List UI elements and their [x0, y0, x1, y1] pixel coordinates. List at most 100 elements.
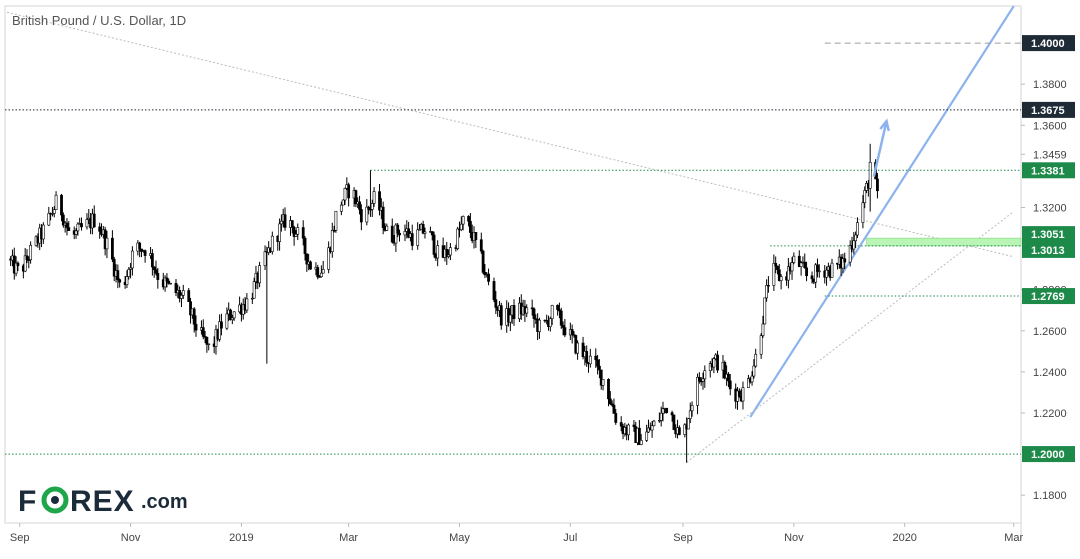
candle-body [174, 282, 178, 294]
projection-arrow-head-icon [879, 118, 890, 132]
candle [786, 258, 790, 289]
candle [394, 223, 398, 252]
x-tick-label: Nov [121, 532, 141, 544]
price-label-1.3013: 1.3013 [1022, 241, 1075, 258]
candle-body [250, 297, 254, 300]
candle [230, 314, 234, 325]
candle [105, 230, 109, 259]
candle [423, 227, 427, 239]
candle [189, 297, 192, 324]
candle-body [558, 309, 561, 312]
candle [436, 240, 440, 267]
candle-body [612, 404, 616, 414]
price-label-text: 1.3051 [1031, 229, 1065, 241]
candle [61, 212, 65, 228]
candle [601, 378, 605, 391]
candle [598, 359, 601, 379]
candle [538, 317, 541, 339]
candle [456, 226, 460, 251]
y-tick-label: 1.3459 [1033, 149, 1067, 161]
candle [334, 210, 338, 233]
candle-body [445, 248, 449, 257]
candle-body [797, 255, 801, 267]
candle [723, 360, 727, 380]
candle-body [205, 336, 209, 345]
candle [659, 406, 663, 427]
candle [381, 201, 385, 235]
candle-body [868, 161, 872, 189]
candle-body [41, 224, 45, 240]
candle-body [125, 276, 129, 286]
candle-body [230, 317, 234, 321]
candle [856, 217, 859, 239]
candle [561, 321, 565, 336]
candle [385, 223, 389, 232]
candle-body [614, 413, 618, 423]
plot-frame [4, 5, 1022, 524]
arrow-layer [872, 118, 890, 177]
candle-body [305, 253, 309, 265]
candle-body [659, 412, 663, 421]
candle-body [777, 269, 781, 281]
candle-body [572, 334, 576, 336]
candle [727, 372, 730, 388]
candle-body [672, 414, 676, 430]
candle [14, 256, 18, 277]
candle-body [194, 323, 198, 331]
candle [468, 212, 472, 239]
candle [799, 260, 803, 276]
candle-body [140, 248, 143, 252]
candle-body [358, 201, 361, 210]
zone-layer [866, 237, 1022, 247]
candle-body [690, 405, 694, 412]
candle [365, 199, 369, 226]
candle-body [481, 250, 485, 273]
candle-body [394, 224, 398, 244]
candle [868, 143, 872, 212]
levels-layer [5, 42, 1021, 455]
candle [29, 241, 33, 264]
candle-body [701, 378, 705, 382]
candle [152, 266, 156, 278]
candle-body [52, 209, 56, 214]
candle-body [390, 225, 394, 243]
candle-body [294, 233, 298, 237]
candle [559, 307, 563, 329]
candle [754, 348, 758, 368]
candle [487, 268, 490, 286]
candle [447, 249, 450, 259]
candle-body [207, 343, 211, 345]
candle-body [661, 408, 665, 414]
candle [305, 253, 309, 272]
candle-body [152, 266, 156, 270]
candle-body [863, 190, 867, 204]
candle-body [156, 272, 160, 280]
candle [530, 299, 534, 316]
candle [229, 308, 232, 321]
support-zone [866, 237, 1022, 247]
candle [321, 260, 325, 274]
candle [343, 187, 347, 205]
candle-body [60, 194, 63, 216]
logo-text-right: REX [70, 485, 135, 518]
candle [652, 419, 656, 427]
candle [810, 271, 814, 284]
candle [852, 232, 856, 255]
candle-body [23, 255, 27, 272]
candle [619, 416, 623, 432]
candle-body [550, 305, 554, 319]
candle [772, 254, 776, 291]
candle-body [447, 254, 450, 257]
candle [570, 324, 574, 344]
candle-body [752, 365, 756, 377]
candle-body [85, 219, 89, 228]
candle-body [561, 324, 565, 328]
candle [525, 304, 529, 318]
candle-body [98, 226, 102, 232]
candle [737, 388, 741, 398]
candle-body [712, 358, 716, 368]
candle [270, 231, 274, 255]
candle-body [365, 206, 369, 223]
candle-body [61, 214, 65, 226]
candle-body [687, 418, 690, 430]
